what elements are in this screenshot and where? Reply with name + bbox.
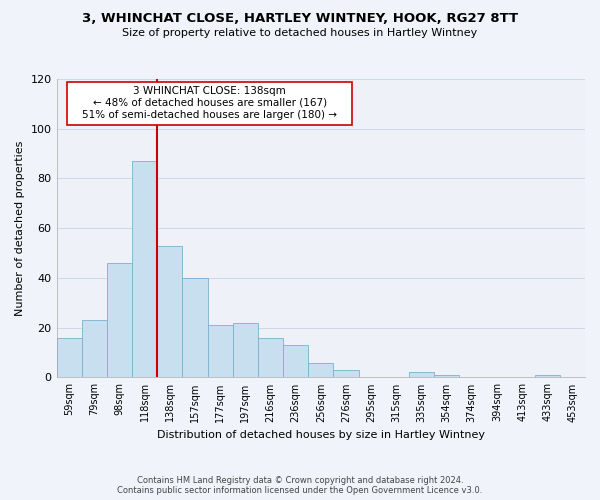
Text: 3 WHINCHAT CLOSE: 138sqm: 3 WHINCHAT CLOSE: 138sqm (133, 86, 286, 96)
X-axis label: Distribution of detached houses by size in Hartley Wintney: Distribution of detached houses by size … (157, 430, 485, 440)
FancyBboxPatch shape (67, 82, 352, 126)
Bar (56, 338, 82, 378)
Bar (182, 278, 208, 378)
Bar (82, 320, 107, 378)
Text: 51% of semi-detached houses are larger (180) →: 51% of semi-detached houses are larger (… (82, 110, 337, 120)
Text: Size of property relative to detached houses in Hartley Wintney: Size of property relative to detached ho… (122, 28, 478, 38)
Bar (132, 161, 157, 378)
Bar (283, 345, 308, 378)
Bar (334, 370, 359, 378)
Bar (308, 362, 334, 378)
Text: Contains HM Land Registry data © Crown copyright and database right 2024.
Contai: Contains HM Land Registry data © Crown c… (118, 476, 482, 495)
Bar (107, 263, 132, 378)
Bar (157, 246, 182, 378)
Bar (208, 325, 233, 378)
Bar (258, 338, 283, 378)
Text: ← 48% of detached houses are smaller (167): ← 48% of detached houses are smaller (16… (93, 98, 327, 108)
Text: 3, WHINCHAT CLOSE, HARTLEY WINTNEY, HOOK, RG27 8TT: 3, WHINCHAT CLOSE, HARTLEY WINTNEY, HOOK… (82, 12, 518, 26)
Y-axis label: Number of detached properties: Number of detached properties (15, 140, 25, 316)
Bar (434, 375, 459, 378)
Bar (409, 372, 434, 378)
Bar (233, 322, 258, 378)
Bar (535, 375, 560, 378)
